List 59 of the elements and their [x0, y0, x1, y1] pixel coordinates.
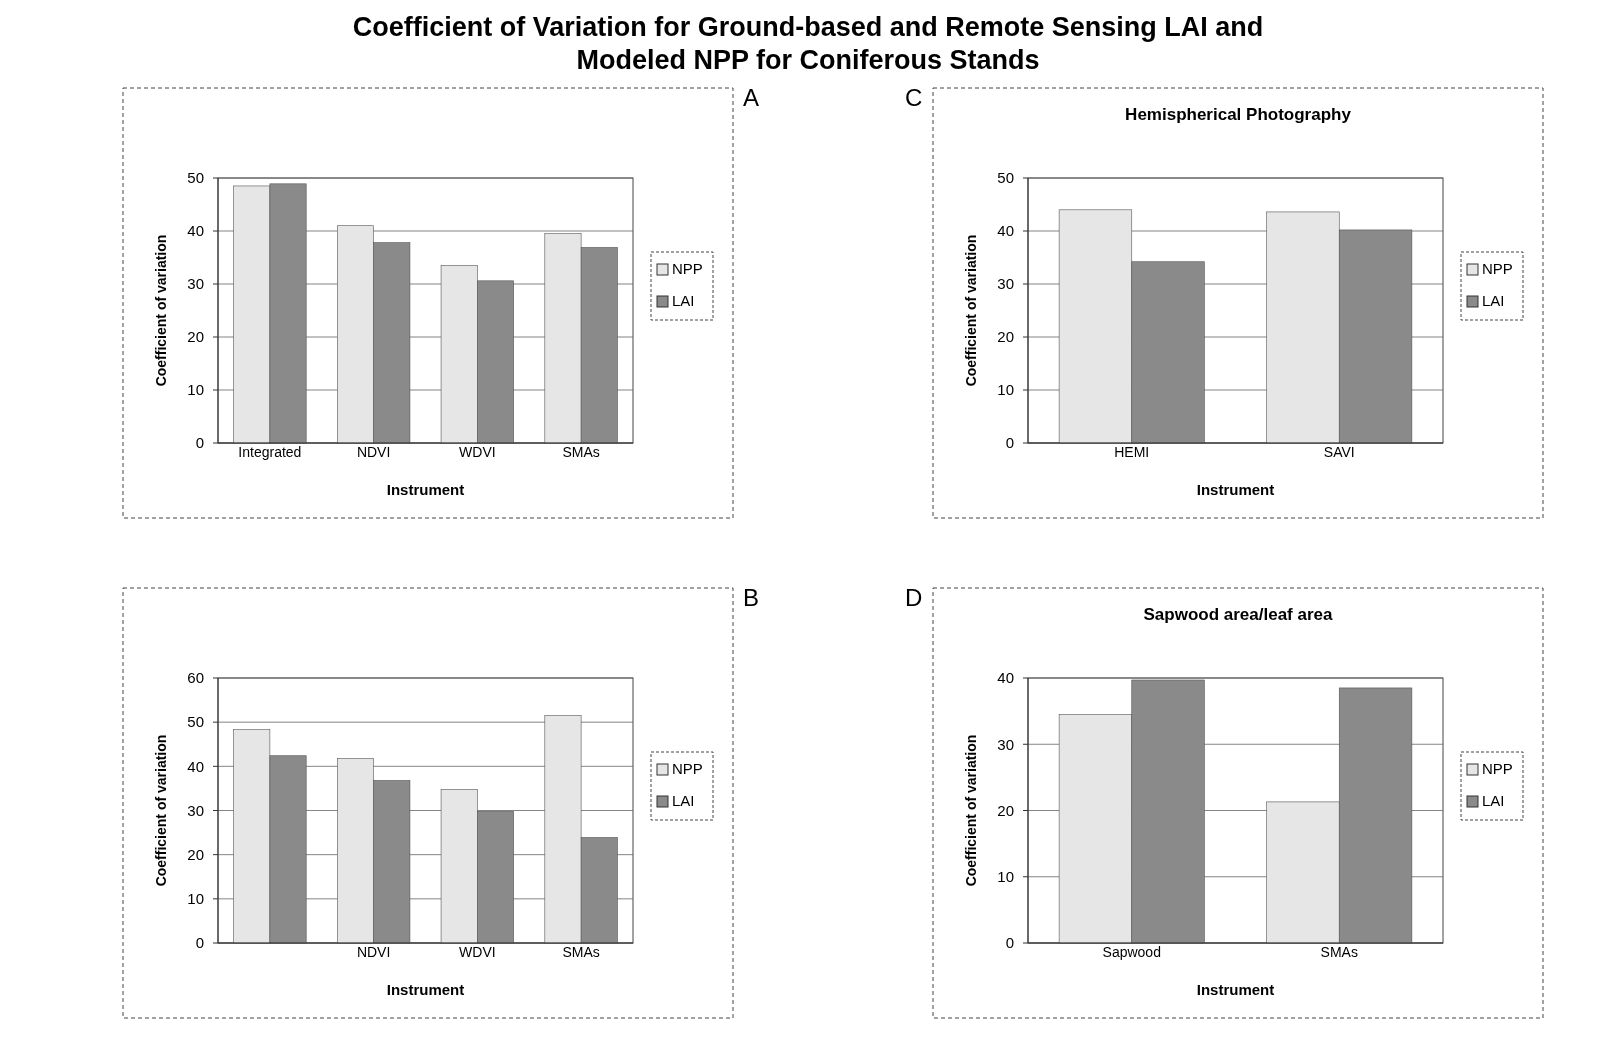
- y-axis-title: Coefficient of variation: [963, 734, 979, 887]
- y-tick-label: 10: [187, 890, 204, 908]
- y-tick-label: 0: [195, 434, 204, 452]
- x-tick-label: NDVI: [356, 444, 391, 460]
- chart-title: Hemispherical Photography: [1125, 105, 1352, 124]
- legend-label: NPP: [672, 260, 703, 277]
- text: Modeled NPP for Coniferous Stands: [576, 45, 1040, 75]
- y-tick-label: 20: [187, 328, 204, 346]
- y-axis-title: Coefficient of variation: [153, 734, 169, 887]
- x-axis-title: Instrument: [386, 981, 465, 998]
- y-tick-label: 40: [997, 669, 1014, 687]
- y-axis-title: Coefficient of variation: [153, 234, 169, 387]
- chart-title: Sapwood area/leaf area: [1143, 605, 1334, 624]
- y-tick-label: 50: [187, 169, 204, 187]
- text: D: [905, 584, 923, 611]
- x-axis-title: Instrument: [1196, 481, 1275, 498]
- text: C: [905, 84, 923, 111]
- x-tick-label: WDVI: [459, 444, 496, 460]
- y-tick-label: 0: [1005, 934, 1014, 952]
- legend-label: NPP: [1482, 760, 1513, 777]
- legend-label: LAI: [672, 292, 695, 309]
- y-tick-label: 20: [997, 801, 1014, 819]
- text: A: [743, 84, 760, 111]
- y-tick-label: 0: [1005, 434, 1014, 452]
- x-tick-label: Integrated: [238, 444, 302, 460]
- x-tick-label: SMAs: [1320, 944, 1358, 960]
- x-axis-title: Instrument: [386, 481, 465, 498]
- y-tick-label: 30: [997, 735, 1014, 753]
- x-tick-label: Sapwood: [1102, 944, 1161, 960]
- y-tick-label: 10: [997, 868, 1014, 885]
- y-axis-title: Coefficient of variation: [963, 234, 979, 387]
- y-tick-label: 30: [997, 275, 1014, 293]
- y-tick-label: 40: [997, 222, 1014, 240]
- x-tick-label: WDVI: [459, 944, 496, 960]
- legend-label: LAI: [672, 792, 695, 809]
- y-tick-label: 20: [997, 328, 1014, 346]
- legend-label: LAI: [1482, 292, 1505, 309]
- x-tick-label: SMAs: [562, 944, 600, 960]
- legend-label: NPP: [672, 760, 703, 777]
- x-tick-label: NDVI: [356, 944, 391, 960]
- y-tick-label: 0: [195, 934, 204, 952]
- y-tick-label: 10: [187, 381, 204, 399]
- text: Coefficient of Variation for Ground-based and Remote Sensing LAI and: [352, 12, 1264, 42]
- y-tick-label: 40: [187, 222, 204, 240]
- y-tick-label: 30: [187, 275, 204, 293]
- x-axis-title: Instrument: [1196, 981, 1275, 998]
- y-tick-label: 20: [187, 845, 204, 863]
- y-tick-label: 50: [997, 169, 1014, 187]
- x-tick-label: SAVI: [1323, 444, 1355, 460]
- x-tick-label: HEMI: [1114, 444, 1150, 460]
- x-tick-label: SMAs: [562, 444, 600, 460]
- y-tick-label: 60: [187, 669, 204, 687]
- y-tick-label: 10: [997, 381, 1014, 399]
- legend-label: LAI: [1482, 792, 1505, 809]
- text: B: [743, 584, 760, 611]
- legend-label: NPP: [1482, 260, 1513, 277]
- y-tick-label: 30: [187, 801, 204, 819]
- y-tick-label: 50: [187, 713, 204, 731]
- y-tick-label: 40: [187, 757, 204, 775]
